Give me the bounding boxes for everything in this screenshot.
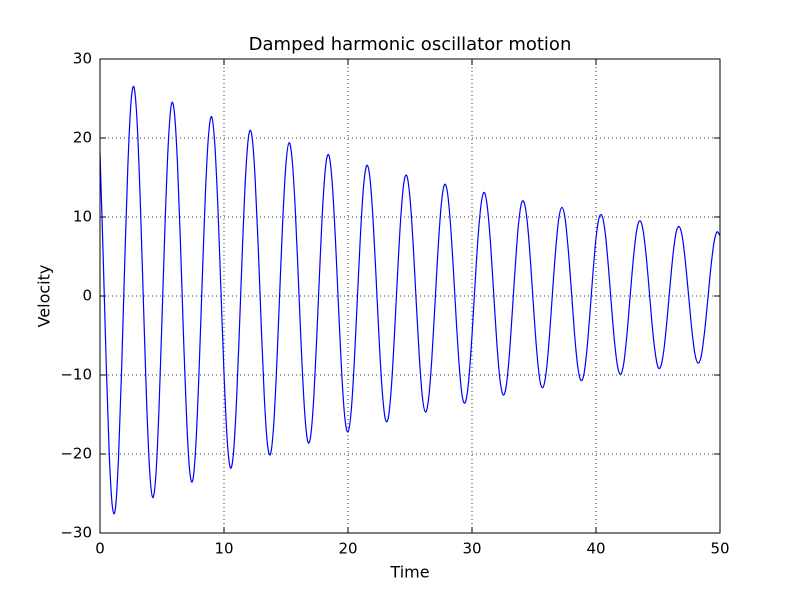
x-tick-label: 10: [214, 540, 233, 558]
x-tick-label: 20: [338, 540, 357, 558]
y-tick-label: 10: [73, 208, 92, 226]
x-axis-label: Time: [389, 563, 429, 582]
data-line: [99, 85, 721, 515]
y-tick-label: −10: [60, 366, 92, 384]
x-tick-label: 0: [95, 540, 105, 558]
y-tick-label: 20: [73, 129, 92, 147]
plot-frame: [99, 58, 721, 534]
y-tick-label: −30: [60, 524, 92, 542]
x-tick-label: 50: [710, 540, 729, 558]
y-axis-label: Velocity: [35, 265, 54, 328]
x-tick-label: 30: [462, 540, 481, 558]
chart-title: Damped harmonic oscillator motion: [249, 34, 572, 55]
x-tick-label: 40: [586, 540, 605, 558]
y-tick-label: 30: [73, 50, 92, 68]
y-tick-label: 0: [82, 287, 92, 305]
y-tick-label: −20: [60, 445, 92, 463]
